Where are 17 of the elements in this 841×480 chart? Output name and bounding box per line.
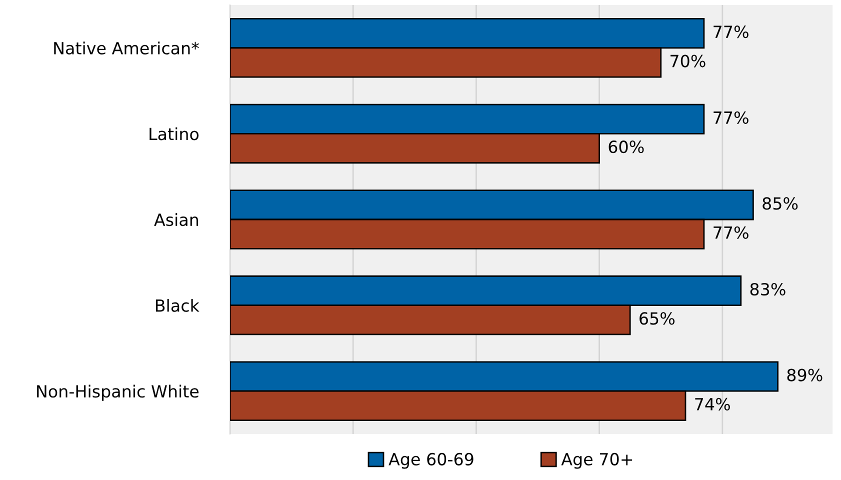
y-tick-label: Non-Hispanic White [37,384,199,401]
y-tick-label: Latino [150,127,199,140]
data-label: 74% [695,398,730,411]
legend-label: Age 70+ [561,452,632,469]
y-tick-label: Native American* [54,42,199,54]
data-label: 85% [762,197,798,210]
data-label: 89% [787,368,822,382]
data-label: 83% [750,282,786,296]
data-label: 65% [640,312,675,325]
y-tick-label: Asian [154,213,198,226]
data-label: 77% [714,111,748,124]
data-label: 77% [714,26,748,38]
y-tick-label: Black [156,298,200,312]
data-label: 70% [670,54,706,68]
data-label: 60% [608,140,644,154]
data-label: 77% [714,226,748,239]
legend-label: Age 60-69 [388,452,474,469]
